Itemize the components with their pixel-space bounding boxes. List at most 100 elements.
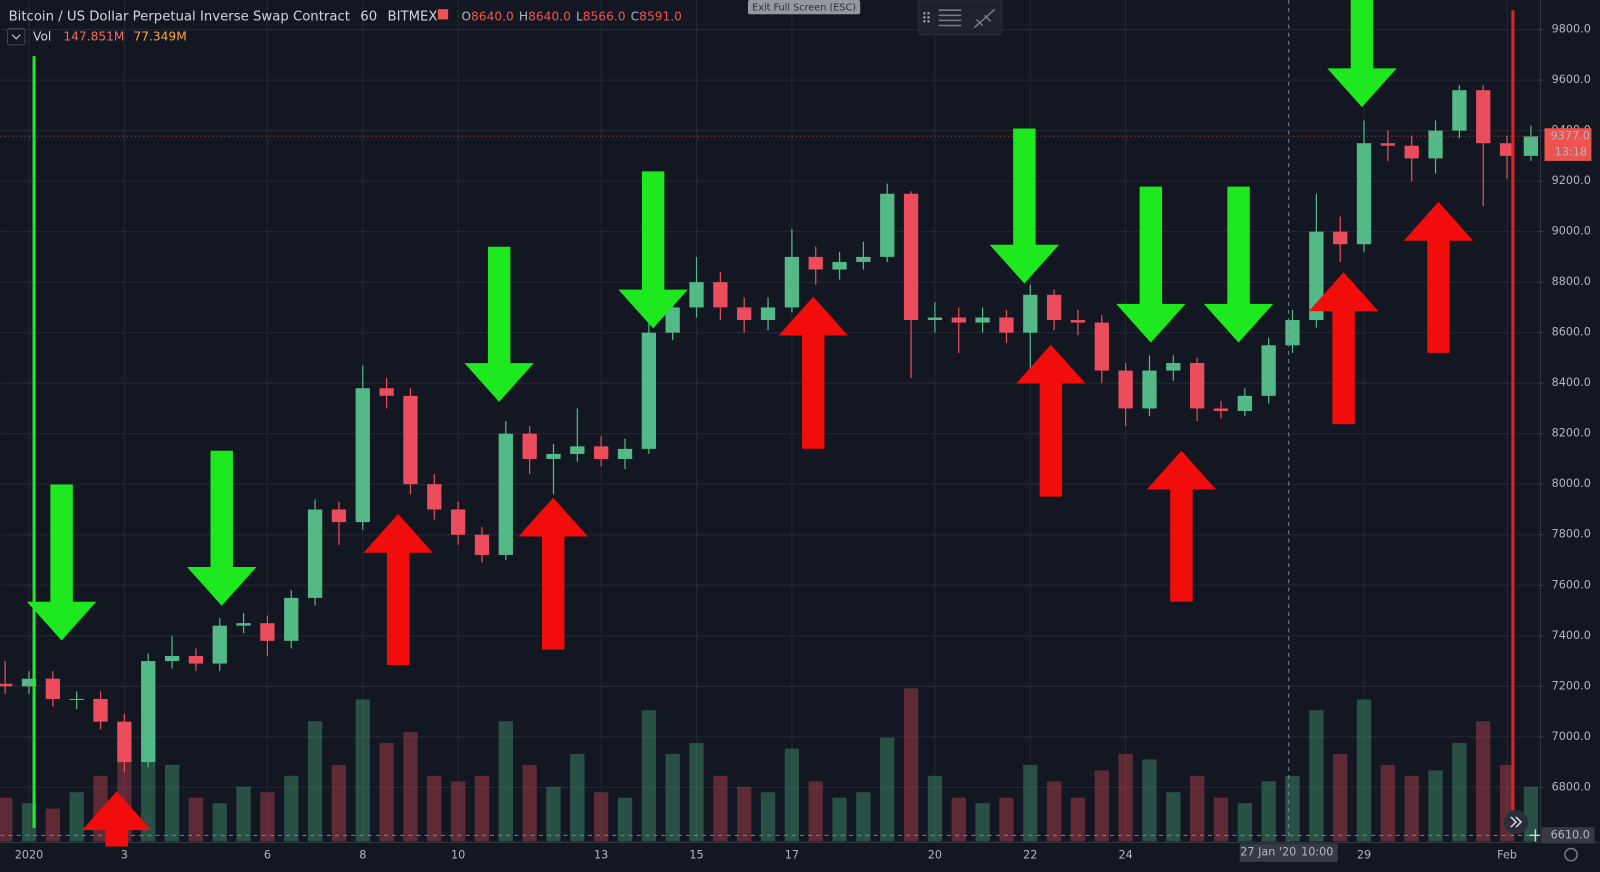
volume-bar (307, 721, 323, 842)
x-tick-label: 15 (689, 849, 703, 862)
candle-body (1237, 395, 1252, 411)
y-tick-label: 6800.0 (1552, 780, 1591, 793)
settings-icon[interactable] (938, 9, 962, 27)
candle-body (1189, 362, 1205, 409)
volume-bar (713, 775, 728, 842)
collapse-button[interactable] (7, 28, 26, 46)
ohlc-value: 8640.0 (528, 9, 571, 23)
y-tick-label: 8800.0 (1552, 275, 1591, 288)
candle-body (737, 307, 752, 321)
x-tick-label: 3 (121, 849, 128, 862)
last-price-box (1544, 128, 1592, 161)
volume-bar (164, 764, 180, 842)
volume-bar (1046, 781, 1062, 842)
candle-body (212, 625, 227, 664)
ohlc-key: O (461, 9, 471, 23)
x-tick-label: 20 (928, 849, 942, 862)
interval: 60 (360, 9, 377, 24)
volume-bar (1094, 770, 1109, 842)
x-tick-label: 22 (1023, 849, 1037, 862)
candle-body (880, 193, 895, 257)
flag-icon[interactable] (437, 9, 449, 20)
candle-body (1476, 90, 1491, 144)
volume-bar (1213, 797, 1229, 842)
volume-bar (1285, 775, 1300, 842)
volume-label: Vol (33, 29, 51, 43)
volume-bar (880, 737, 895, 842)
volume-bar (522, 764, 537, 842)
y-tick-label: 8200.0 (1552, 427, 1591, 440)
volume-bar (1261, 781, 1276, 842)
ohlc-key: H (519, 9, 528, 23)
volume-bar (570, 753, 585, 842)
scroll-icon (1510, 816, 1523, 828)
candle-body (21, 678, 37, 687)
volume-bar (665, 753, 680, 842)
volume-bar (903, 688, 919, 842)
candle-body (1118, 370, 1133, 409)
symbol-title: Bitcoin / US Dollar Perpetual Inverse Sw… (9, 9, 350, 24)
volume-bar (1070, 797, 1086, 842)
candle-body (331, 509, 347, 523)
grid (0, 0, 1541, 842)
x-tick-label: 24 (1118, 849, 1132, 862)
red-up-arrow (1146, 450, 1217, 602)
x-tick-label: 17 (785, 849, 799, 862)
volume-bar (1428, 770, 1443, 842)
candle-body (69, 698, 84, 700)
volume-bar (1476, 721, 1491, 842)
candle-body (1046, 294, 1062, 321)
candle-body (1452, 90, 1467, 131)
ohlc-value: 8566.0 (583, 9, 626, 23)
green-down-arrow (26, 484, 97, 641)
drag-handle[interactable] (923, 12, 930, 23)
tools-icon[interactable] (973, 8, 996, 29)
settings-gear[interactable] (1564, 847, 1578, 862)
volume-bar (379, 743, 394, 842)
volume-bar (427, 775, 442, 842)
candle-body (1142, 370, 1157, 409)
volume-bar (546, 786, 561, 842)
volume-bar (188, 797, 204, 842)
y-tick-label: 9000.0 (1552, 225, 1591, 238)
candle-body (403, 395, 418, 485)
candle-body (1428, 130, 1443, 159)
candle-body (45, 678, 61, 699)
red-up-arrow (363, 514, 433, 665)
volume-bar (1237, 803, 1252, 842)
y-tick-label: 8000.0 (1552, 477, 1591, 490)
candle-body (236, 623, 251, 626)
red-up-arrow (778, 296, 848, 449)
exit-fullscreen-button[interactable] (747, 0, 861, 15)
candle-layer (0, 85, 1539, 773)
y-tick-label: 8600.0 (1552, 326, 1591, 339)
candle-body (260, 623, 275, 641)
toolbar (917, 0, 1003, 36)
candle-body (1499, 143, 1515, 156)
green-down-arrow (989, 128, 1060, 284)
candle-body (617, 448, 633, 459)
volume-bar (331, 764, 347, 842)
candle-body (784, 256, 800, 308)
candle-body (832, 261, 847, 270)
ohlc-legend: O8640.0 H8640.0 L8566.0 C8591.0 (461, 9, 682, 23)
candle-body (856, 256, 871, 262)
crosshair-plus (1529, 829, 1542, 842)
volume-bar (975, 803, 990, 842)
volume-bar (260, 792, 275, 842)
volume-bar (689, 743, 704, 842)
crosshair-price-box (1541, 827, 1595, 844)
candle-body (1333, 231, 1348, 245)
chevron-icon (11, 34, 21, 40)
y-tick-label: 9600.0 (1552, 73, 1591, 86)
ui-buttons (1503, 809, 1578, 862)
volume-bar (69, 792, 84, 842)
crosshair-price-label: 6610.0 (1551, 828, 1590, 841)
candle-body (284, 597, 299, 641)
countdown-label: 13:18 (1555, 146, 1587, 159)
volume-bar (474, 775, 490, 842)
green-down-arrow (618, 171, 688, 329)
